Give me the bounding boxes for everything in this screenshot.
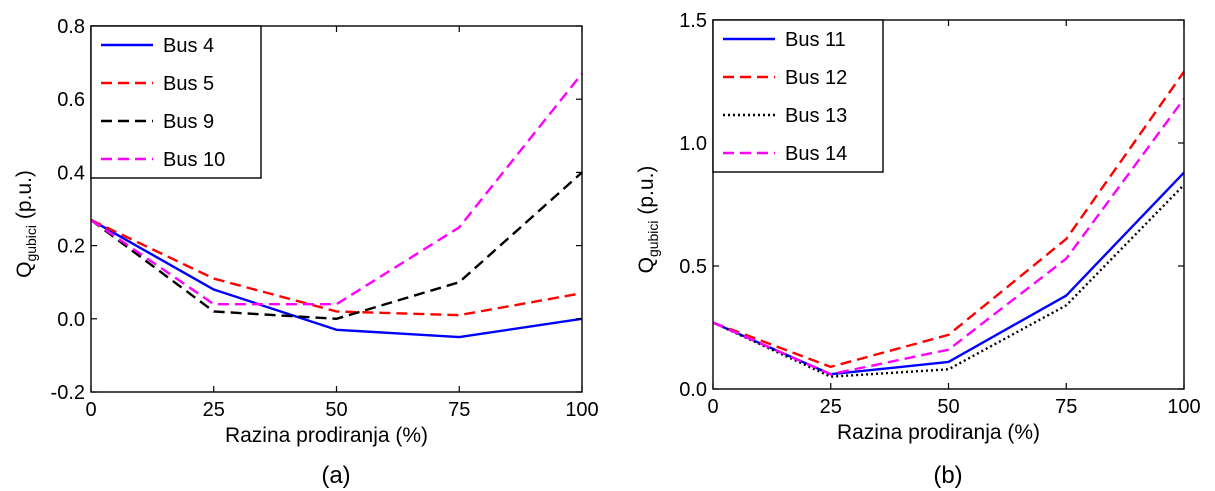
x-tick-label: 25	[820, 396, 842, 418]
y-tick-label: 0.0	[57, 309, 85, 331]
legend: Bus 11 Bus 12 Bus 13 Bus 14	[712, 19, 884, 173]
y-tick-label: 0.5	[679, 256, 707, 278]
x-tick-label: 0	[707, 396, 718, 418]
panel-label: (b)	[933, 462, 962, 489]
y-axis-label-sub: gubici	[645, 220, 661, 257]
legend-label: Bus 12	[785, 67, 847, 89]
legend: Bus 4 Bus 5 Bus 9 Bus 10	[90, 25, 262, 179]
y-axis-label: Qgubici (p.u.)	[635, 166, 661, 274]
series-line-bus-9	[90, 171, 583, 320]
y-tick-label: 0.6	[57, 89, 85, 111]
y-tick-label: 1.5	[679, 10, 707, 32]
x-tick-label: 25	[203, 399, 225, 421]
series-line-bus-4	[90, 218, 583, 339]
y-tick-label: 0.0	[679, 379, 707, 401]
x-tick-label: 50	[937, 396, 959, 418]
y-tick-label: 0.8	[57, 16, 85, 38]
legend-box	[90, 25, 262, 179]
y-axis-label: Qgubici (p.u.)	[13, 170, 39, 278]
y-tick-label: 0.4	[57, 162, 85, 184]
legend-label: Bus 9	[163, 111, 214, 133]
series-line-bus-10	[90, 72, 583, 306]
x-tick-label: 50	[325, 399, 347, 421]
series-line-bus-11	[712, 171, 1185, 376]
y-axis-label-main: Q	[635, 257, 658, 273]
x-tick-label: 100	[565, 399, 598, 421]
y-tick-label: -0.2	[51, 382, 85, 404]
series-line-bus-14	[712, 98, 1185, 376]
panel-label: (a)	[321, 462, 350, 489]
x-axis-label: Razina prodiranja (%)	[837, 421, 1040, 444]
x-tick-label: 0	[85, 399, 96, 421]
y-axis-label-sub: gubici	[23, 225, 39, 262]
y-axis-label-main: Q	[13, 262, 36, 278]
series-line-bus-13	[712, 183, 1185, 378]
x-axis-label: Razina prodiranja (%)	[225, 424, 428, 447]
x-tick-label: 75	[1055, 396, 1077, 418]
y-tick-label: 1.0	[679, 133, 707, 155]
legend-label: Bus 14	[785, 143, 847, 165]
chart-0: 0 25 50 75 100 -0.2 0.0 0.2 0.4 0.6 0.8 Razina prod…	[13, 16, 599, 489]
y-axis-label-unit: (p.u.)	[13, 170, 36, 225]
legend-label: Bus 5	[163, 73, 214, 95]
x-tick-label: 75	[448, 399, 470, 421]
legend-label: Bus 11	[785, 29, 846, 51]
chart-1: 0 25 50 75 100 0.0 0.5 1.0 1.5 Razina prodiranja …	[635, 10, 1201, 489]
legend-box	[712, 19, 884, 173]
series-line-bus-5	[90, 218, 583, 317]
y-axis-label-unit: (p.u.)	[635, 166, 658, 221]
legend-label: Bus 10	[163, 149, 225, 171]
legend-label: Bus 13	[785, 105, 847, 127]
series-line-bus-12	[712, 70, 1185, 369]
legend-label: Bus 4	[163, 35, 214, 57]
y-tick-label: 0.2	[57, 236, 85, 258]
x-tick-label: 100	[1167, 396, 1200, 418]
